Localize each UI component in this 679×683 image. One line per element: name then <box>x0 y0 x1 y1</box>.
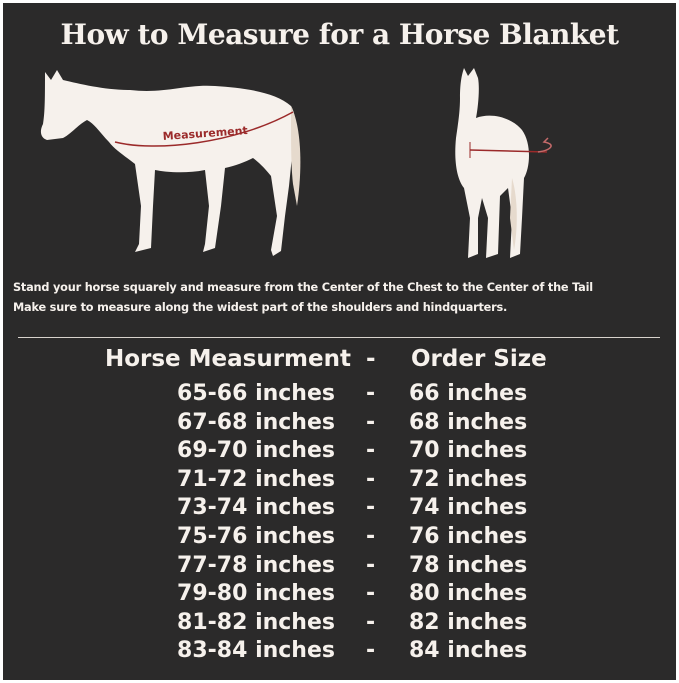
separator-cell: - <box>366 381 376 406</box>
separator-cell: - <box>366 581 376 607</box>
table-header: Horse Measurment - Order Size <box>0 346 679 374</box>
header-order-size: Order Size <box>411 346 547 372</box>
table-row: 71-72 inches - 72 inches <box>0 467 679 495</box>
page-title: How to Measure for a Horse Blanket <box>60 18 620 51</box>
horse-measurement-cell: 81-82 inches <box>177 609 335 635</box>
instruction-line: Make sure to measure along the widest pa… <box>13 301 508 314</box>
table-row: 83-84 inches - 84 inches <box>0 638 679 666</box>
horse-side-view-illustration: Measurement <box>40 70 301 256</box>
table-row: 75-76 inches - 76 inches <box>0 524 679 552</box>
table-row: 77-78 inches - 78 inches <box>0 553 679 581</box>
order-size-cell: 84 inches <box>409 638 528 664</box>
separator-cell: - <box>366 495 376 521</box>
measurement-label: Measurement <box>162 124 248 143</box>
separator-cell: - <box>366 409 376 435</box>
order-size-cell: 66 inches <box>409 381 528 406</box>
horse-measurement-cell: 75-76 inches <box>177 524 335 549</box>
separator-cell: - <box>366 609 376 635</box>
horse-measurement-cell: 67-68 inches <box>177 409 335 435</box>
header-separator: - <box>366 346 376 372</box>
order-size-cell: 78 inches <box>409 552 528 578</box>
header-horse-measurement: Horse Measurment <box>104 346 351 372</box>
separator-cell: - <box>366 552 376 578</box>
horse-measurement-cell: 71-72 inches <box>177 466 335 492</box>
separator-cell: - <box>366 438 376 464</box>
horse-measurement-cell: 77-78 inches <box>177 552 335 578</box>
order-size-cell: 68 inches <box>409 409 528 435</box>
instructions: Stand your horse squarely and measure fr… <box>13 278 593 318</box>
order-size-cell: 74 inches <box>409 495 528 521</box>
separator-cell: - <box>366 466 376 492</box>
table-row: 65-66 inches - 66 inches <box>0 381 679 409</box>
table-row: 79-80 inches - 80 inches <box>0 581 679 609</box>
separator-cell: - <box>366 638 376 664</box>
order-size-cell: 82 inches <box>409 609 528 635</box>
instruction-line: Stand your horse squarely and measure fr… <box>13 281 593 294</box>
divider <box>18 337 660 338</box>
horse-measurement-cell: 73-74 inches <box>177 495 335 521</box>
horse-measurement-cell: 65-66 inches <box>177 381 335 406</box>
order-size-cell: 72 inches <box>409 466 528 492</box>
table-row: 69-70 inches - 70 inches <box>0 438 679 466</box>
horse-measurement-cell: 79-80 inches <box>177 581 335 607</box>
horse-front-view-illustration <box>455 68 552 258</box>
order-size-cell: 80 inches <box>409 581 528 607</box>
horse-measurement-cell: 83-84 inches <box>177 638 335 664</box>
order-size-cell: 76 inches <box>409 524 528 549</box>
table-row: 81-82 inches - 82 inches <box>0 610 679 638</box>
table-row: 73-74 inches - 74 inches <box>0 495 679 523</box>
horse-measurement-cell: 69-70 inches <box>177 438 335 464</box>
order-size-cell: 70 inches <box>409 438 528 464</box>
separator-cell: - <box>366 524 376 549</box>
table-row: 67-68 inches - 68 inches <box>0 410 679 438</box>
